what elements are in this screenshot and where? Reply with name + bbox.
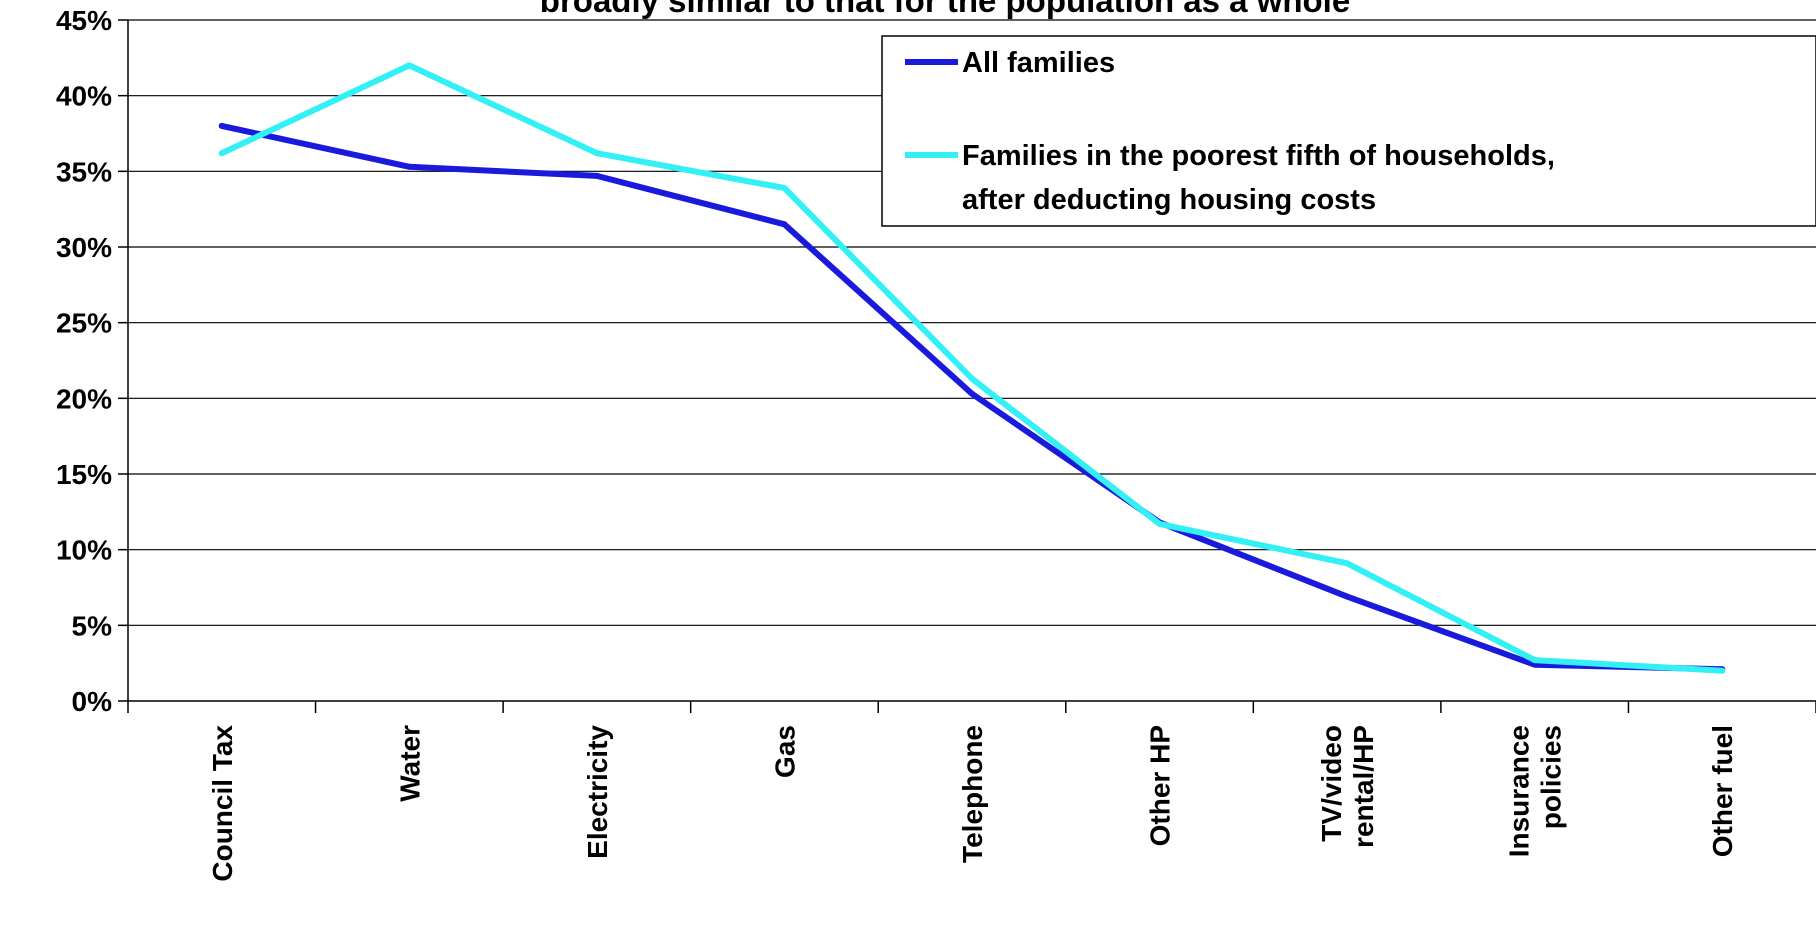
y-tick-label: 45% bbox=[56, 5, 112, 36]
data-point bbox=[781, 221, 788, 228]
y-tick-label: 30% bbox=[56, 232, 112, 263]
x-tick-label: TV/video rental/HP bbox=[1316, 725, 1379, 848]
x-tick-label: Insurance policies bbox=[1504, 725, 1567, 857]
data-point bbox=[593, 172, 600, 179]
series-lines bbox=[218, 62, 1726, 674]
x-tick-label-line: Council Tax bbox=[207, 725, 238, 882]
data-point bbox=[969, 375, 975, 382]
data-point bbox=[1719, 667, 1726, 674]
x-tick-label-line: Other fuel bbox=[1707, 725, 1738, 857]
y-tick-label: 25% bbox=[56, 308, 112, 339]
x-tick-label-line: Electricity bbox=[582, 725, 613, 859]
x-tick-label-line: rental/HP bbox=[1348, 725, 1379, 848]
data-point bbox=[218, 150, 225, 157]
x-tick-label-line: Telephone bbox=[957, 725, 988, 863]
y-tick-label: 0% bbox=[72, 686, 113, 717]
legend-label: All families bbox=[962, 47, 1115, 79]
legend-label: after deducting housing costs bbox=[962, 184, 1376, 216]
legend-box bbox=[881, 35, 1816, 227]
legend-label: Families in the poorest fifth of househo… bbox=[962, 140, 1555, 172]
x-tick-label: Other HP bbox=[1145, 725, 1176, 846]
y-tick-label: 35% bbox=[56, 156, 112, 187]
legend: All families Families in the poorest fift… bbox=[881, 35, 1816, 227]
data-point bbox=[1344, 593, 1351, 600]
data-point bbox=[1156, 520, 1163, 527]
y-tick-label: 15% bbox=[56, 459, 112, 490]
x-tick-label: Council Tax bbox=[207, 725, 238, 882]
data-point bbox=[1344, 560, 1351, 567]
x-tick-label: Electricity bbox=[582, 725, 613, 859]
axes bbox=[118, 19, 1816, 713]
x-tick-label-line: TV/video bbox=[1316, 725, 1347, 842]
x-tick-label-line: Gas bbox=[769, 725, 800, 778]
y-tick-label: 20% bbox=[56, 383, 112, 414]
data-point bbox=[218, 122, 225, 129]
x-tick-label-line: Other HP bbox=[1145, 725, 1176, 846]
data-point bbox=[1531, 657, 1538, 664]
y-axis-tick-labels: 0% 5% 10% 15% 20% 25% 30% 35% 40% 45% bbox=[56, 5, 112, 717]
y-tick-label: 10% bbox=[56, 535, 112, 566]
x-tick-label: Other fuel bbox=[1707, 725, 1738, 857]
data-point bbox=[969, 390, 975, 397]
x-tick-label: Telephone bbox=[957, 725, 988, 863]
y-tick-label: 40% bbox=[56, 81, 112, 112]
x-tick-label-line: Insurance bbox=[1504, 725, 1535, 857]
data-point bbox=[781, 184, 788, 191]
x-tick-label: Water bbox=[394, 725, 425, 802]
x-tick-label: Gas bbox=[769, 725, 800, 778]
gridlines bbox=[128, 19, 1816, 626]
y-tick-label: 5% bbox=[72, 610, 113, 641]
x-axis-tick-labels: Council Tax Water Electricity Gas Telephone O… bbox=[207, 725, 1738, 882]
x-tick-label-line: policies bbox=[1536, 725, 1567, 829]
x-tick-label-line: Water bbox=[394, 725, 425, 802]
chart-title: broadly similar to that for the populati… bbox=[540, 0, 1350, 19]
data-point bbox=[406, 163, 413, 170]
data-point bbox=[593, 150, 600, 157]
data-point bbox=[406, 62, 413, 69]
